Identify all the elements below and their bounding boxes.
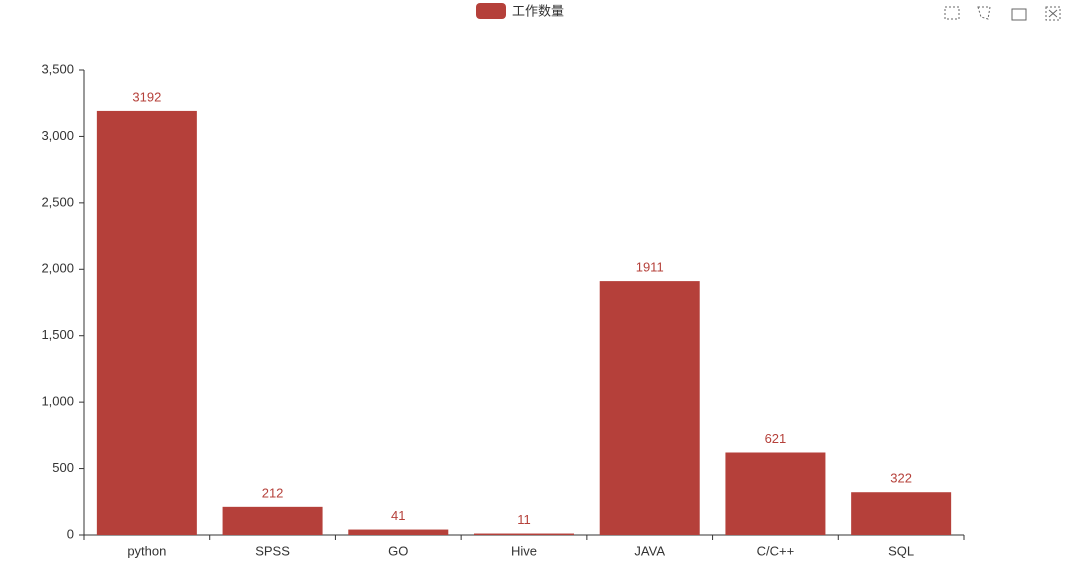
zoom-icon[interactable]	[944, 6, 960, 20]
x-tick-label: python	[127, 543, 166, 558]
bar	[348, 529, 449, 535]
x-tick-label: SPSS	[255, 543, 290, 558]
data-label: 11	[517, 512, 531, 527]
x-tick-label: Hive	[511, 543, 537, 558]
y-tick-label: 0	[67, 526, 74, 541]
x-tick-label: C/C++	[757, 543, 795, 558]
bar	[599, 281, 700, 535]
y-tick-label: 3,000	[41, 128, 74, 143]
bar	[474, 533, 574, 535]
bar	[222, 506, 323, 535]
y-tick-label: 3,500	[41, 61, 74, 76]
data-label: 621	[765, 431, 787, 446]
x-tick-label: SQL	[888, 543, 914, 558]
y-tick-label: 2,500	[41, 194, 74, 209]
x-tick-label: JAVA	[634, 543, 665, 558]
data-label: 322	[890, 471, 912, 486]
data-label: 3192	[132, 89, 161, 104]
toolbox[interactable]	[944, 6, 1061, 21]
data-label: 1911	[636, 260, 664, 275]
legend-swatch	[476, 3, 506, 19]
y-tick-label: 1,500	[41, 327, 74, 342]
legend-label: 工作数量	[512, 3, 564, 18]
y-tick-label: 1,000	[41, 394, 74, 409]
x-tick-label: GO	[388, 543, 408, 558]
restore-icon[interactable]	[977, 6, 991, 20]
clear-icon[interactable]	[1045, 6, 1061, 21]
data-view-icon[interactable]	[1011, 8, 1027, 21]
clear-cross[interactable]	[1048, 9, 1058, 18]
bar	[851, 492, 952, 535]
y-tick-label: 2,000	[41, 261, 74, 276]
bar	[96, 110, 197, 536]
bar	[725, 452, 826, 535]
data-label: 41	[391, 508, 405, 523]
data-label: 212	[262, 485, 284, 500]
y-tick-label: 500	[52, 460, 74, 475]
